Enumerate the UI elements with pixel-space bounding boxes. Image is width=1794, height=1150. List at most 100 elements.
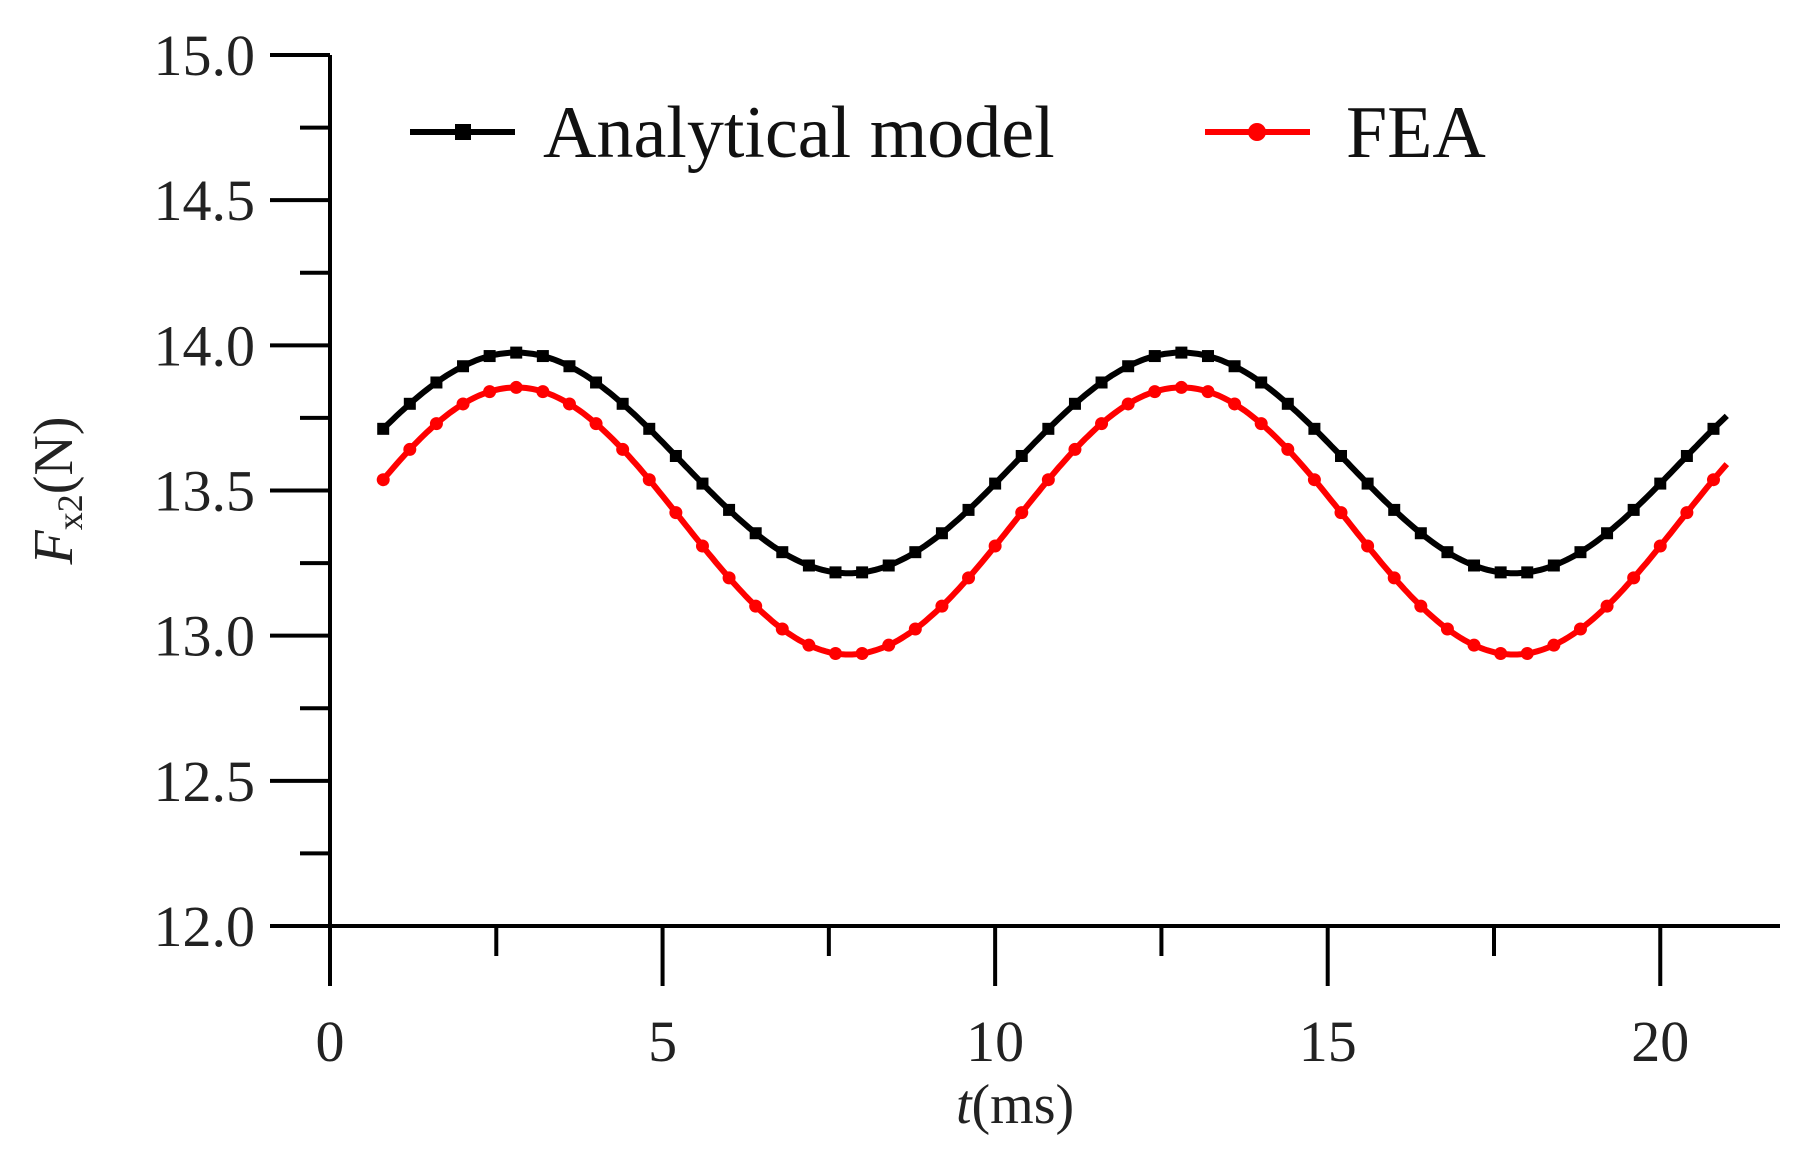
data-point-fea	[1547, 638, 1561, 652]
data-point-analytical	[776, 546, 789, 559]
data-point-analytical	[616, 397, 629, 410]
y-tick-label: 14.0	[154, 313, 256, 378]
y-axis-var: F	[23, 529, 85, 565]
data-point-analytical	[1521, 566, 1534, 579]
axes-group	[270, 55, 1780, 986]
data-point-fea	[642, 473, 656, 487]
data-point-analytical	[1175, 346, 1188, 359]
data-point-fea	[855, 646, 869, 660]
data-point-fea	[536, 385, 550, 399]
data-point-fea	[1228, 397, 1242, 411]
y-axis-sub: x2	[50, 494, 90, 530]
data-point-analytical	[1574, 546, 1587, 559]
ticks-group: 12.0 12.5 13.0 13.5 14.0 14.5 15.0 0 5 10 15 20	[154, 23, 1690, 1074]
data-point-fea	[403, 442, 417, 456]
data-point-fea	[376, 473, 390, 487]
data-point-fea	[1361, 539, 1375, 553]
data-point-analytical	[1361, 477, 1374, 490]
data-point-fea	[1281, 442, 1295, 456]
data-point-fea	[589, 417, 603, 431]
data-point-fea	[1387, 571, 1401, 585]
data-point-analytical	[430, 376, 443, 389]
data-point-analytical	[1148, 350, 1161, 363]
data-point-analytical	[1468, 559, 1481, 572]
data-point-fea	[1148, 385, 1162, 399]
data-point-analytical	[749, 527, 762, 540]
data-point-analytical	[829, 566, 842, 579]
data-point-fea	[1494, 646, 1508, 660]
x-tick-label: 15	[1299, 1009, 1357, 1074]
data-point-analytical	[377, 422, 390, 435]
data-point-analytical	[669, 449, 682, 462]
data-point-analytical	[1095, 376, 1108, 389]
data-point-fea	[1307, 473, 1321, 487]
x-axis-var: t	[956, 1074, 973, 1136]
legend-fea-label: FEA	[1346, 92, 1486, 174]
data-point-fea	[1467, 638, 1481, 652]
plot-series-group	[376, 346, 1730, 660]
data-point-fea	[1334, 506, 1348, 520]
data-point-analytical	[1281, 397, 1294, 410]
data-point-analytical	[403, 397, 416, 410]
data-point-fea	[1095, 417, 1109, 431]
data-point-fea	[669, 506, 683, 520]
data-point-fea	[483, 385, 497, 399]
y-tick-label: 12.5	[154, 749, 256, 814]
data-point-analytical	[1654, 477, 1667, 490]
x-tick-label: 0	[316, 1009, 345, 1074]
data-point-analytical	[856, 566, 869, 579]
data-point-analytical	[1414, 527, 1427, 540]
data-point-analytical	[643, 422, 656, 435]
data-point-analytical	[1388, 503, 1401, 516]
data-point-fea	[1254, 417, 1268, 431]
y-axis-title: Fx2(N)	[23, 417, 90, 566]
data-point-fea	[829, 646, 843, 660]
y-tick-label: 14.5	[154, 168, 256, 233]
x-tick-label: 10	[966, 1009, 1024, 1074]
data-point-analytical	[989, 477, 1002, 490]
data-point-analytical	[483, 350, 496, 363]
data-point-fea	[616, 442, 630, 456]
data-point-fea	[1015, 506, 1029, 520]
data-point-fea	[1440, 622, 1454, 636]
data-point-analytical	[590, 376, 603, 389]
x-axis-title: t(ms)	[956, 1074, 1074, 1136]
data-point-fea	[882, 638, 896, 652]
data-point-analytical	[723, 503, 736, 516]
data-point-analytical	[1308, 422, 1321, 435]
data-point-fea	[695, 539, 709, 553]
y-tick-label: 15.0	[154, 23, 256, 88]
data-point-analytical	[510, 346, 523, 359]
legend-analytical-label: Analytical model	[543, 92, 1055, 174]
data-point-analytical	[935, 527, 948, 540]
data-point-analytical	[1680, 449, 1693, 462]
x-axis-unit: (ms)	[972, 1074, 1075, 1136]
data-point-fea	[1174, 380, 1188, 394]
data-point-fea	[802, 638, 816, 652]
data-point-analytical	[909, 546, 922, 559]
data-point-fea	[509, 380, 523, 394]
data-point-analytical	[1228, 360, 1241, 373]
y-tick-label: 13.0	[154, 604, 256, 669]
data-point-analytical	[563, 360, 576, 373]
data-point-analytical	[1015, 449, 1028, 462]
y-tick-label: 12.0	[154, 894, 256, 959]
data-point-analytical	[1601, 527, 1614, 540]
data-point-fea	[775, 622, 789, 636]
data-point-fea	[1706, 473, 1720, 487]
data-point-fea	[722, 571, 736, 585]
data-point-analytical	[696, 477, 709, 490]
data-point-analytical	[1335, 449, 1348, 462]
data-point-analytical	[1201, 350, 1214, 363]
data-point-fea	[1573, 622, 1587, 636]
data-point-fea	[962, 571, 976, 585]
data-point-analytical	[1042, 422, 1055, 435]
legend: Analytical model FEA	[410, 92, 1486, 174]
data-point-fea	[908, 622, 922, 636]
data-point-fea	[562, 397, 576, 411]
data-point-analytical	[1627, 503, 1640, 516]
data-point-analytical	[1255, 376, 1268, 389]
data-point-analytical	[1494, 566, 1507, 579]
x-tick-label: 5	[648, 1009, 677, 1074]
